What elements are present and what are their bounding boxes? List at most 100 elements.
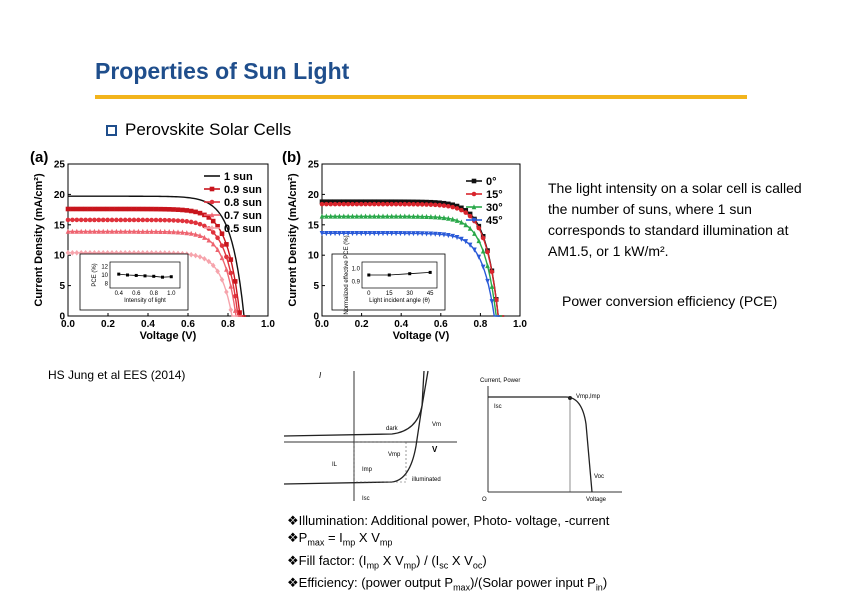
inset-point — [126, 273, 129, 277]
series-marker — [149, 217, 154, 223]
series-marker — [402, 201, 408, 207]
series-marker — [441, 200, 447, 206]
series-marker — [188, 219, 194, 225]
series-marker — [380, 231, 386, 237]
series-marker — [341, 201, 347, 207]
series-marker — [419, 199, 425, 205]
series-marker — [432, 200, 438, 205]
series-marker — [446, 203, 451, 209]
series-marker — [358, 213, 364, 219]
series-marker — [367, 199, 373, 205]
series-marker — [324, 213, 329, 219]
legend-marker — [471, 217, 477, 223]
series-marker — [341, 231, 347, 237]
series-marker — [398, 213, 403, 219]
formula-efficiency: ❖Efficiency: (power output Pmax)/(Solar … — [287, 575, 608, 593]
series-marker — [367, 201, 373, 207]
x-tick-label: 0.8 — [221, 319, 235, 330]
chart-panel-b: (b) 0.0 0.2 0.4 0.6 0.8 1.0 0 5 10 15 20 25 Voltage (… — [282, 149, 527, 342]
legend-marker — [471, 204, 477, 210]
series-marker — [459, 236, 464, 242]
series-marker — [175, 218, 181, 223]
series-marker — [489, 299, 495, 305]
imp-label: Imp — [362, 467, 373, 473]
series-marker — [144, 206, 150, 212]
series-marker — [402, 231, 408, 237]
series-marker — [215, 223, 220, 229]
series-marker — [171, 207, 176, 212]
series-marker — [65, 206, 71, 212]
series-line — [67, 195, 250, 317]
series-marker — [393, 201, 399, 207]
y-tick-label: 15 — [54, 220, 66, 231]
series-marker — [371, 213, 377, 219]
series-marker — [467, 213, 473, 219]
series-group — [319, 213, 503, 317]
series-marker — [114, 206, 119, 212]
series-marker — [215, 235, 220, 241]
series-marker — [463, 210, 469, 215]
inset-point — [169, 275, 173, 279]
series-marker — [406, 199, 412, 205]
series-marker — [162, 228, 168, 235]
series-marker — [337, 199, 342, 204]
series-marker — [166, 250, 172, 256]
series-marker — [332, 231, 338, 237]
series-marker — [489, 269, 495, 275]
series-marker — [65, 249, 71, 256]
illuminated-label: illuminated — [412, 477, 441, 483]
series-marker — [122, 206, 128, 212]
series-marker — [180, 229, 185, 235]
series-marker — [171, 229, 176, 235]
inset-point — [152, 274, 156, 278]
y-axis-label: Current Density (mA/cm²) — [287, 173, 299, 307]
y-tick-label: 10 — [308, 251, 320, 262]
series-marker — [328, 213, 334, 219]
series-marker — [197, 254, 203, 260]
series-marker — [210, 262, 216, 269]
series-marker — [175, 207, 181, 212]
series-marker — [127, 206, 132, 212]
legend-label: 0.9 sun — [224, 184, 262, 196]
current-power-diagram: Current, Power Voltage O Isc Vmp,Imp Voc — [480, 378, 622, 503]
series-marker — [153, 217, 159, 223]
series-marker — [78, 206, 84, 212]
series-marker — [197, 232, 203, 238]
inset-y-tick-label: 8 — [105, 282, 109, 288]
series-marker — [415, 202, 421, 207]
y-tick-label: 25 — [308, 160, 320, 171]
series-marker — [328, 199, 334, 204]
series-marker — [472, 230, 477, 236]
series-marker — [363, 199, 368, 204]
series-marker — [100, 228, 106, 234]
series-marker — [363, 201, 368, 207]
series-marker — [354, 213, 360, 219]
series-marker — [402, 213, 408, 219]
series-marker — [219, 231, 225, 237]
series-marker — [371, 231, 377, 237]
series-marker — [219, 276, 225, 283]
slide-title: Properties of Sun Light — [95, 58, 350, 84]
series-marker — [350, 213, 355, 219]
series-marker — [140, 206, 146, 212]
panel-label: (b) — [282, 149, 301, 166]
series-marker — [441, 232, 447, 238]
series-marker — [149, 206, 154, 212]
inset-frame — [109, 261, 181, 289]
series-marker — [83, 217, 88, 223]
series-marker — [70, 217, 75, 223]
series-marker — [92, 206, 97, 212]
series-marker — [149, 250, 154, 256]
y-axis-label: Current Density (mA/cm²) — [33, 173, 45, 307]
inset-point — [161, 275, 164, 279]
series-marker — [424, 199, 429, 205]
plot-frame — [67, 163, 269, 317]
inset-x-tick-label: 0 — [367, 291, 371, 297]
series-marker — [441, 214, 447, 221]
series-marker — [193, 231, 198, 237]
series-marker — [153, 228, 159, 234]
series-marker — [202, 223, 207, 229]
series-marker — [380, 213, 386, 219]
series-marker — [437, 231, 442, 238]
dark-curve — [283, 370, 429, 437]
